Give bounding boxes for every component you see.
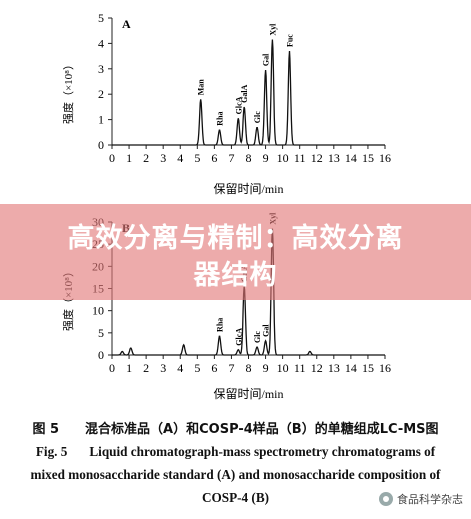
panel-a-y-tick-label: 2 xyxy=(98,87,104,101)
panel-b-x-tick-label: 15 xyxy=(362,361,374,375)
panel-b-peak-label-glca: GlcA xyxy=(234,328,243,346)
panel-a-peak-label-glc: Glc xyxy=(253,111,262,123)
panel-a-trace xyxy=(112,39,385,146)
panel-a-x-tick-label: 12 xyxy=(311,151,323,165)
panel-b-peak-label-rha: Rha xyxy=(215,318,224,332)
panel-b-x-tick-label: 11 xyxy=(294,361,306,375)
panel-a-y-tick-label: 5 xyxy=(98,11,104,25)
panel-a-x-tick-label: 14 xyxy=(345,151,357,165)
panel-a-x-tick-label: 5 xyxy=(194,151,200,165)
panel-b-x-tick-label: 9 xyxy=(263,361,269,375)
panel-a-x-tick-label: 13 xyxy=(328,151,340,165)
panel-a-x-tick-label: 9 xyxy=(263,151,269,165)
caption-en-figure-number: Fig. 5 xyxy=(35,444,68,459)
panel-b-y-tick-label: 10 xyxy=(92,304,104,318)
panel-a-x-tick-label: 11 xyxy=(294,151,306,165)
panel-a-panel-label: A xyxy=(122,17,131,31)
panel-a-peak-label-glca: GlcA xyxy=(234,96,243,114)
panel-b-x-axis-label: 保留时间/min xyxy=(213,387,283,401)
caption-zh-figure-number: 图 5 xyxy=(32,422,60,437)
panel-a-y-tick-label: 1 xyxy=(98,113,104,127)
panel-b-x-tick-label: 13 xyxy=(328,361,340,375)
caption-english-line2: mixed monosaccharide standard (A) and mo… xyxy=(30,467,441,482)
panel-a-x-tick-label: 8 xyxy=(246,151,252,165)
panel-b-y-tick-label: 0 xyxy=(98,348,104,362)
banner-title: 高效分离与精制：高效分离 器结构 xyxy=(0,220,471,294)
panel-a-x-tick-label: 10 xyxy=(277,151,289,165)
panel-b-x-tick-label: 4 xyxy=(177,361,183,375)
panel-a-peak-label-gala: GalA xyxy=(240,84,249,102)
caption-english-line1: Fig. 5 Liquid chromatograph-mass spectrom… xyxy=(0,440,471,463)
banner-title-line2: 器结构 xyxy=(193,260,278,291)
panel-b-x-tick-label: 0 xyxy=(109,361,115,375)
panel-b-y-tick-label: 5 xyxy=(98,326,104,340)
caption-chinese: 图 5 混合标准品（A）和COSP-4样品（B）的单糖组成LC-MS图 xyxy=(0,418,471,437)
panel-a-y-axis-label: 强度（×10⁸） xyxy=(61,59,75,124)
panel-b-x-tick-label: 3 xyxy=(160,361,166,375)
panel-a-x-tick-label: 4 xyxy=(177,151,183,165)
panel-a-y-tick-label: 4 xyxy=(98,36,104,50)
panel-b-x-tick-label: 7 xyxy=(228,361,234,375)
panel-b-x-tick-label: 14 xyxy=(345,361,357,375)
panel-a-x-tick-label: 7 xyxy=(228,151,234,165)
panel-b-x-tick-label: 16 xyxy=(379,361,391,375)
panel-a-x-tick-label: 16 xyxy=(379,151,391,165)
panel-a-x-tick-label: 15 xyxy=(362,151,374,165)
panel-b-x-tick-label: 5 xyxy=(194,361,200,375)
panel-b-x-tick-label: 10 xyxy=(277,361,289,375)
panel-b-x-tick-label: 8 xyxy=(246,361,252,375)
panel-a-x-tick-label: 1 xyxy=(126,151,132,165)
watermark-text: 食品科学杂志 xyxy=(397,493,463,506)
panel-a-peak-label-fuc: Fuc xyxy=(285,34,294,47)
panel-a-peak-label-man: Man xyxy=(197,79,206,96)
title-banner xyxy=(0,204,471,300)
panel-b-peak-label-gal: Gal xyxy=(262,324,271,337)
banner-title-line1: 高效分离与精制：高效分离 xyxy=(67,223,404,254)
panel-a-peak-label-rha: Rha xyxy=(215,112,224,126)
caption-en-line1-text: Liquid chromatograph-mass spectrometry c… xyxy=(89,444,436,459)
panel-b-x-tick-label: 12 xyxy=(311,361,323,375)
caption-english-line3: COSP-4 (B) xyxy=(201,490,270,505)
panel-a-x-tick-label: 2 xyxy=(143,151,149,165)
panel-b-x-tick-label: 1 xyxy=(126,361,132,375)
caption-zh-text: 混合标准品（A）和COSP-4样品（B）的单糖组成LC-MS图 xyxy=(85,422,439,437)
panel-a-x-axis-label: 保留时间/min xyxy=(213,182,283,196)
wechat-icon xyxy=(379,492,393,506)
panel-a-peak-label-xyl: Xyl xyxy=(268,23,277,36)
panel-a-x-tick-label: 6 xyxy=(211,151,217,165)
panel-b-x-tick-label: 6 xyxy=(211,361,217,375)
watermark: 食品科学杂志 xyxy=(379,491,463,507)
panel-b-trace xyxy=(112,228,385,356)
panel-a-x-tick-label: 3 xyxy=(160,151,166,165)
panel-a-y-tick-label: 3 xyxy=(98,62,104,76)
panel-b-x-tick-label: 2 xyxy=(143,361,149,375)
panel-a-x-tick-label: 0 xyxy=(109,151,115,165)
panel-a-peak-label-gal: Gal xyxy=(262,53,271,66)
panel-b-peak-label-glc: Glc xyxy=(253,331,262,343)
panel-a-y-tick-label: 0 xyxy=(98,138,104,152)
